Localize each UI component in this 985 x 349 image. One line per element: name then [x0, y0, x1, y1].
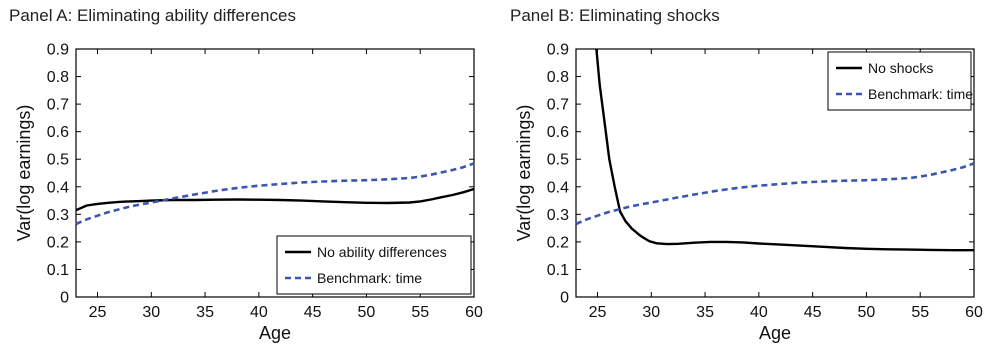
- x-tick-label: 30: [642, 304, 660, 321]
- y-tick-label: 0: [60, 290, 69, 307]
- x-tick-label: 50: [358, 304, 376, 321]
- series-line-no-ability-differences: [76, 189, 474, 210]
- x-tick-label: 55: [911, 304, 929, 321]
- series-line-benchmark-time: [76, 163, 474, 224]
- legend-label: Benchmark: time: [868, 86, 973, 102]
- y-tick-label: 0.2: [47, 234, 69, 251]
- y-axis-title: Var(log earnings): [14, 105, 34, 242]
- y-tick-label: 0.2: [547, 234, 569, 251]
- x-axis-title: Age: [759, 323, 791, 343]
- x-tick-label: 40: [750, 304, 768, 321]
- y-tick-label: 0.6: [547, 124, 569, 141]
- y-tick-label: 0.5: [547, 152, 569, 169]
- x-tick-label: 30: [142, 304, 160, 321]
- y-tick-label: 0.4: [47, 179, 69, 196]
- x-tick-label: 50: [858, 304, 876, 321]
- legend-label: No ability differences: [317, 244, 447, 260]
- y-tick-label: 0.3: [547, 207, 569, 224]
- y-tick-label: 0.7: [547, 97, 569, 114]
- panel-a: Panel A: Eliminating ability differences…: [0, 0, 500, 349]
- series-line-benchmark-time: [576, 163, 974, 224]
- y-tick-label: 0.1: [47, 262, 69, 279]
- x-tick-label: 25: [589, 304, 607, 321]
- y-tick-label: 0.1: [547, 262, 569, 279]
- x-tick-label: 35: [196, 304, 214, 321]
- y-tick-label: 0: [560, 290, 569, 307]
- panel-a-chart: 25 30 35 40 45 50 55 60 0 0.1 0.2 0.3 0.4 0.5 0.6 0.7 0.…: [0, 0, 500, 349]
- x-tick-label: 35: [696, 304, 714, 321]
- y-tick-label: 0.7: [47, 97, 69, 114]
- x-tick-label: 60: [465, 304, 483, 321]
- x-tick-label: 40: [250, 304, 268, 321]
- panel-b: Panel B: Eliminating shocks 25 30 35 40 45 50…: [500, 0, 985, 349]
- y-tick-label: 0.8: [47, 69, 69, 86]
- y-tick-label: 0.8: [547, 69, 569, 86]
- x-tick-label: 25: [89, 304, 107, 321]
- y-tick-label: 0.5: [47, 152, 69, 169]
- x-axis-title: Age: [259, 323, 291, 343]
- y-axis-title: Var(log earnings): [514, 105, 534, 242]
- y-tick-label: 0.6: [47, 124, 69, 141]
- x-tick-label: 45: [304, 304, 322, 321]
- panel-b-chart: 25 30 35 40 45 50 55 60 0 0.1 0.2 0.3 0.4 0.5 0.6 0.7 0.…: [500, 0, 985, 349]
- y-tick-label: 0.9: [547, 42, 569, 59]
- y-tick-label: 0.4: [547, 179, 569, 196]
- x-tick-label: 60: [965, 304, 983, 321]
- y-tick-label: 0.3: [47, 207, 69, 224]
- legend-label: No shocks: [868, 60, 933, 76]
- y-tick-label: 0.9: [47, 42, 69, 59]
- x-tick-label: 45: [804, 304, 822, 321]
- x-tick-label: 55: [411, 304, 429, 321]
- legend-label: Benchmark: time: [317, 270, 422, 286]
